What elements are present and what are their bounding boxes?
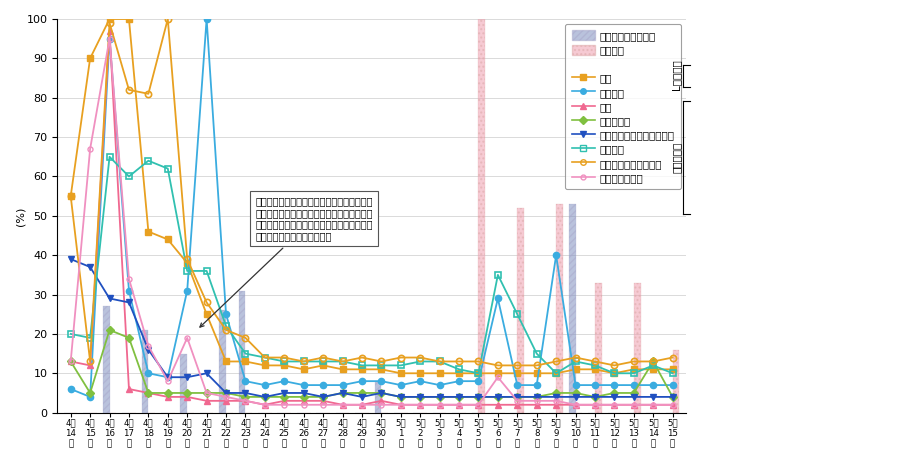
Y-axis label: (%): (%) (15, 206, 25, 225)
Text: Lアラート: Lアラート (672, 60, 681, 90)
Bar (181, 354, 187, 413)
Bar (238, 291, 245, 413)
Bar (595, 283, 601, 413)
Bar (478, 19, 485, 413)
Bar (569, 204, 575, 413)
Bar (556, 204, 563, 413)
Bar (634, 283, 641, 413)
Legend: 避難勧告・指示情報, お知らせ, , 地震, アラート, 火災, 崩壊・水害, 道路・建物・ライフライン, トラブル, 飲料・食料・生活用品, 救助・病・怨我: 避難勧告・指示情報, お知らせ, , 地震, アラート, 火災, 崩壊・水害, … (565, 24, 681, 189)
Bar (141, 330, 148, 413)
Bar (219, 310, 226, 413)
Bar (517, 208, 524, 413)
Text: ツイッター: ツイッター (672, 142, 681, 173)
Bar (672, 350, 680, 413)
Bar (102, 307, 110, 413)
Bar (375, 381, 381, 413)
Text: 「飲料・食料・生活用品」等、災害以外の発
言、特に地域住民のニーズに関するツイート
は、本震の翌日にピークを迎えつつも１週間
程度は一定量の発信が継続。: 「飲料・食料・生活用品」等、災害以外の発 言、特に地域住民のニーズに関するツイー… (200, 196, 373, 327)
